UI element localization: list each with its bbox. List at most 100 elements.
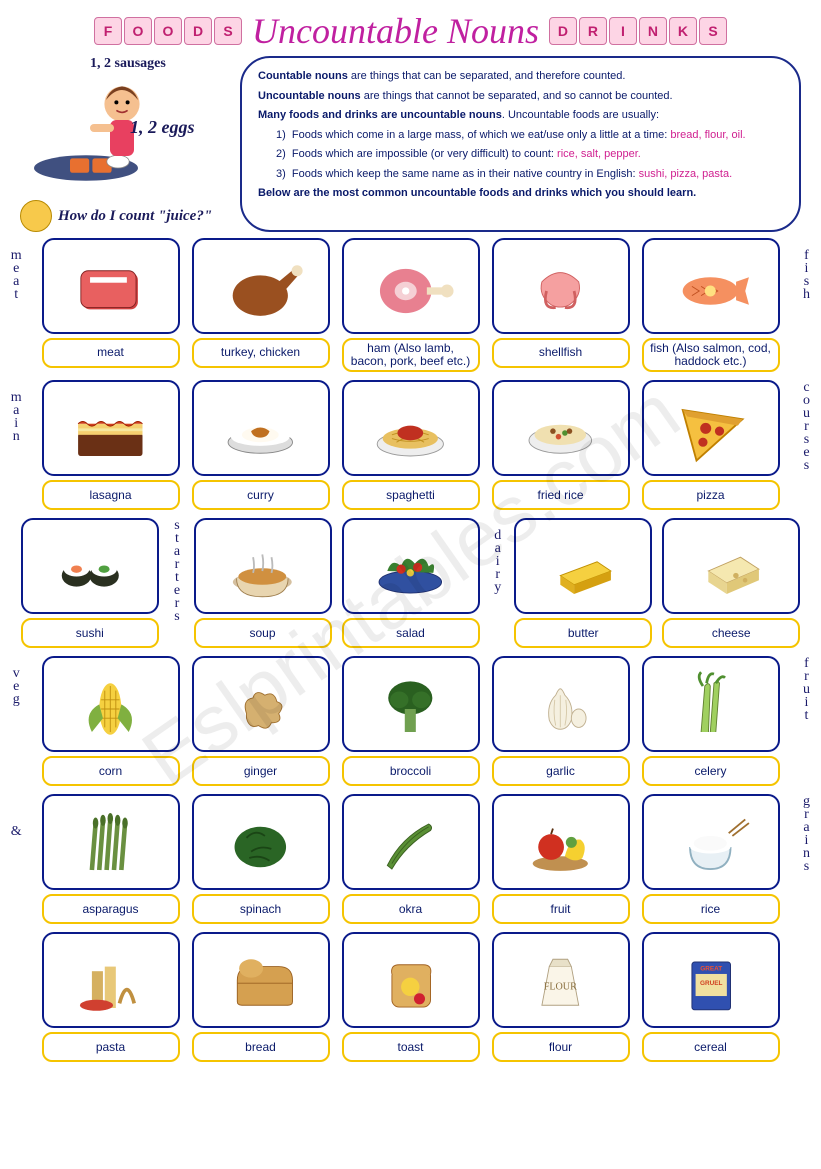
- shellfish-icon: [492, 238, 630, 334]
- category-label: main: [8, 390, 23, 442]
- okra-icon: [342, 794, 480, 890]
- rule-3: Foods which keep the same name as in the…: [292, 168, 639, 180]
- food-row: sushistarterssoupsaladdairybuttercheese: [30, 518, 791, 648]
- food-cell: turkey, chicken: [191, 238, 331, 372]
- food-label: soup: [194, 618, 332, 648]
- food-label: corn: [42, 756, 180, 786]
- lasagna-icon: [42, 380, 180, 476]
- footer-text: Below are the most common uncountable fo…: [258, 187, 696, 199]
- food-label: bread: [192, 1032, 330, 1062]
- food-cell: ham (Also lamb, bacon, pork, beef etc.): [341, 238, 481, 372]
- food-row: pasta bread toast flour cereal: [30, 932, 791, 1062]
- food-label: pizza: [642, 480, 780, 510]
- food-label: sushi: [21, 618, 159, 648]
- letter-block: O: [154, 17, 182, 45]
- food-cell: meat: [41, 238, 181, 372]
- food-cell: cereal: [641, 932, 781, 1062]
- food-label: flour: [492, 1032, 630, 1062]
- soup-icon: [194, 518, 332, 614]
- category-label: meat: [8, 248, 23, 300]
- food-grid: meat fish meat turkey, chicken ham (Also lam…: [0, 238, 821, 1062]
- food-cell: pizza: [641, 380, 781, 510]
- category-label: dairy: [490, 528, 505, 593]
- uncountable-text: are things that cannot be separated, and…: [361, 90, 673, 102]
- countable-text: are things that can be separated, and th…: [348, 70, 626, 82]
- rule-2-examples: rice, salt, pepper.: [557, 148, 641, 160]
- food-cell: fruit: [491, 794, 631, 924]
- food-row: &grainsasparagusspinachokrafruitrice: [30, 794, 791, 924]
- food-label: butter: [514, 618, 652, 648]
- food-label: spaghetti: [342, 480, 480, 510]
- food-row: maincourseslasagnacurryspaghettifried ri…: [30, 380, 791, 510]
- letter-block: S: [214, 17, 242, 45]
- food-cell: corn: [41, 656, 181, 786]
- food-label: turkey, chicken: [192, 338, 330, 368]
- letter-block: D: [549, 17, 577, 45]
- food-label: spinach: [192, 894, 330, 924]
- spaghetti-icon: [342, 380, 480, 476]
- asparagus-icon: [42, 794, 180, 890]
- pizza-icon: [642, 380, 780, 476]
- waitress-illustration: 1, 2 sausages 1, 2 eggs How do I count "…: [20, 56, 230, 232]
- annotation-sausages: 1, 2 sausages: [90, 56, 230, 72]
- chicken-icon: [192, 238, 330, 334]
- category-label: fish: [798, 248, 813, 300]
- food-cell: shellfish: [491, 238, 631, 372]
- sushi-icon: [21, 518, 159, 614]
- celery-icon: [642, 656, 780, 752]
- food-label: pasta: [42, 1032, 180, 1062]
- food-label: broccoli: [342, 756, 480, 786]
- explanation-bubble: Countable nouns are things that can be s…: [240, 56, 801, 232]
- food-cell: salad: [342, 518, 480, 648]
- food-cell: curry: [191, 380, 331, 510]
- drinks-blocks: DRINKS: [549, 17, 727, 45]
- pasta-icon: [42, 932, 180, 1028]
- flour-icon: [492, 932, 630, 1028]
- food-label: rice: [642, 894, 780, 924]
- food-cell: bread: [191, 932, 331, 1062]
- many-foods-bold: Many foods and drinks are uncountable no…: [258, 109, 502, 121]
- letter-block: I: [609, 17, 637, 45]
- corn-icon: [42, 656, 180, 752]
- food-label: shellfish: [492, 338, 630, 368]
- cereal-icon: [642, 932, 780, 1028]
- food-cell: broccoli: [341, 656, 481, 786]
- food-label: ginger: [192, 756, 330, 786]
- letter-block: F: [94, 17, 122, 45]
- food-label: fried rice: [492, 480, 630, 510]
- rule-1: Foods which come in a large mass, of whi…: [292, 129, 670, 141]
- food-label: asparagus: [42, 894, 180, 924]
- food-label: toast: [342, 1032, 480, 1062]
- ham-icon: [342, 238, 480, 334]
- food-label: garlic: [492, 756, 630, 786]
- category-label: veg: [8, 666, 23, 705]
- food-cell: cheese: [662, 518, 800, 648]
- food-cell: celery: [641, 656, 781, 786]
- food-cell: fried rice: [491, 380, 631, 510]
- ginger-icon: [192, 656, 330, 752]
- fish-icon: [642, 238, 780, 334]
- category-label: fruit: [798, 656, 813, 721]
- food-cell: toast: [341, 932, 481, 1062]
- category-label: starters: [169, 518, 184, 622]
- spinach-icon: [192, 794, 330, 890]
- cheese-icon: [662, 518, 800, 614]
- toast-icon: [342, 932, 480, 1028]
- food-label: meat: [42, 338, 180, 368]
- countable-bold: Countable nouns: [258, 70, 348, 82]
- food-cell: soup: [194, 518, 332, 648]
- food-label: celery: [642, 756, 780, 786]
- food-cell: pasta: [41, 932, 181, 1062]
- fruit-icon: [492, 794, 630, 890]
- garlic-icon: [492, 656, 630, 752]
- category-label: grains: [798, 794, 813, 872]
- food-cell: lasagna: [41, 380, 181, 510]
- many-foods-text: . Uncountable foods are usually:: [502, 109, 659, 121]
- intro-area: 1, 2 sausages 1, 2 eggs How do I count "…: [0, 56, 821, 238]
- annotation-eggs: 1, 2 eggs: [130, 117, 230, 138]
- curry-icon: [192, 380, 330, 476]
- meat-icon: [42, 238, 180, 334]
- letter-block: D: [184, 17, 212, 45]
- food-cell: garlic: [491, 656, 631, 786]
- rule-2: Foods which are impossible (or very diff…: [292, 148, 557, 160]
